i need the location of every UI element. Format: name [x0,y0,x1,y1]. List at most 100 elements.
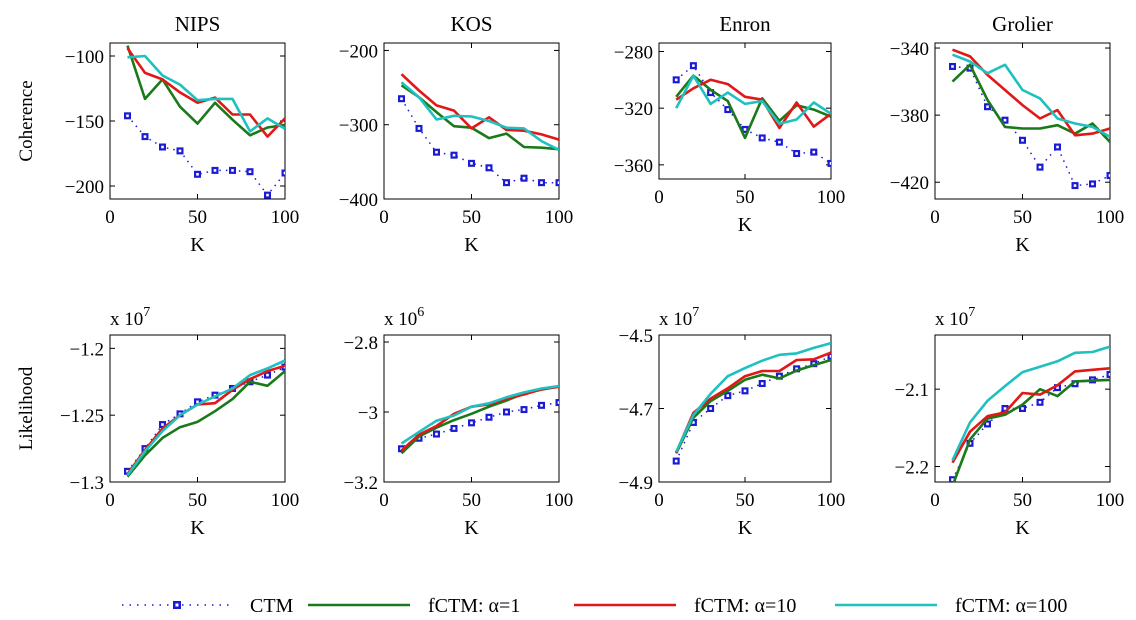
series-fctm10-line [126,364,285,475]
ctm-marker-hole [540,181,543,184]
y-tick-label: −360 [614,156,653,177]
y-tick-label: −1.3 [70,473,104,494]
x-tick-label: 0 [105,207,115,228]
x-tick-label: 100 [545,207,574,228]
ctm-marker-hole [778,140,781,144]
ctm-marker-hole [743,128,747,131]
ctm-marker-hole [795,367,798,371]
ctm-marker-hole [692,64,695,67]
panel-1: 0 50 100 −200 −300 −400 KOS K [339,12,573,256]
ctm-marker-hole [161,423,164,426]
x-tick-label: 50 [1013,207,1032,228]
ctm-marker-hole [674,459,678,463]
y-axis-label: Coherence [16,80,37,161]
ctm-marker-hole [812,362,816,365]
x-tick-label: 50 [736,490,755,511]
ctm-marker-hole [435,432,438,436]
x-tick-label: 0 [930,490,940,511]
x-tick-label: 50 [462,490,481,511]
series-fctm1-line [400,84,559,151]
ctm-marker-hole [1108,373,1110,376]
series-fctm1-line [126,370,285,478]
axis-multiplier: x 106 [384,305,424,330]
series-fctm100-line [400,81,559,152]
x-tick-label: 0 [379,490,389,511]
ctm-marker-hole [674,78,678,82]
ctm-marker [1106,172,1110,180]
x-axis-label: K [464,234,479,256]
series-fctm1-line [675,358,831,454]
x-tick-label: 100 [1096,490,1125,511]
axes-frame [934,42,1111,200]
plot-area [124,359,285,478]
ctm-marker-hole [487,166,491,170]
series-ctm-line [675,355,831,462]
ctm-marker-hole [829,162,831,165]
ctm-marker-hole [126,470,129,473]
ctm-marker-hole [248,170,252,173]
series-fctm100-line [951,345,1110,461]
plot-area [672,62,831,167]
x-axis-label: K [190,234,205,256]
series-ctm-line [952,65,1110,187]
y-tick-label: −420 [890,173,929,194]
ctm-marker-hole [452,153,456,157]
y-tick-label: −4.7 [619,400,653,421]
panel-title: Grolier [992,12,1053,36]
ctm-marker-hole [951,65,954,68]
y-tick-label: −340 [890,39,929,60]
x-tick-label: 0 [930,207,940,228]
axis-multiplier: x 107 [935,305,975,330]
ctm-marker [281,169,285,177]
plot-area [949,345,1110,482]
ctm-marker [827,352,831,360]
x-tick-label: 50 [188,490,207,511]
x-axis-label: K [190,517,205,539]
y-tick-label: −3.2 [344,473,378,494]
ctm-marker-hole [435,150,438,154]
ctm-marker-hole [726,108,730,111]
ctm-marker-hole [1021,138,1024,142]
legend-label-fctm100: fCTM: α=100 [955,595,1067,617]
panel-6: 0 50 100 −4.5 −4.7 −4.9 Kx 107 [619,305,846,539]
legend-label-fctm1: fCTM: α=1 [428,595,520,617]
ctm-marker [1106,370,1110,378]
ctm-marker-hole [986,422,989,426]
x-tick-label: 0 [654,490,664,511]
legend-label-ctm: CTM [250,595,294,617]
axis-multiplier: x 107 [659,305,699,330]
x-tick-label: 100 [271,490,300,511]
x-tick-label: 100 [817,187,846,208]
axes-frame [383,42,560,200]
ctm-marker-hole [726,394,730,397]
ctm-marker-hole [470,421,473,425]
series-fctm1-line [951,63,1110,143]
x-tick-label: 0 [105,490,115,511]
x-tick-label: 0 [654,187,664,208]
y-tick-label: −320 [614,99,653,120]
panel-3: 0 50 100 −340 −380 −420 Grolier K [890,12,1124,256]
y-axis-label: Likelihood [16,366,37,450]
y-tick-label: −3 [358,403,378,424]
ctm-marker [555,399,559,407]
y-tick-label: −2.1 [895,380,929,401]
ctm-marker-hole [540,404,543,407]
ctm-marker-hole [470,162,473,165]
ctm-marker-hole [505,181,508,184]
x-tick-label: 50 [462,207,481,228]
x-axis-label: K [464,517,479,539]
ctm-marker-hole [1038,401,1042,404]
series-fctm100-line [400,384,559,445]
plot-area [949,48,1110,190]
ctm-marker-hole [968,442,972,445]
ctm-marker [555,179,559,187]
panel-title: Enron [719,12,771,36]
panel-title: NIPS [175,12,221,36]
series-fctm100-line [127,54,285,133]
y-tick-label: −300 [339,116,378,137]
panel-7: 0 50 100 −2.1 −2.2 Kx 107 [895,305,1125,539]
x-tick-label: 50 [188,207,207,228]
y-tick-label: −4.5 [619,326,653,347]
series-fctm10-line [400,385,559,452]
ctm-marker-hole [266,193,269,197]
